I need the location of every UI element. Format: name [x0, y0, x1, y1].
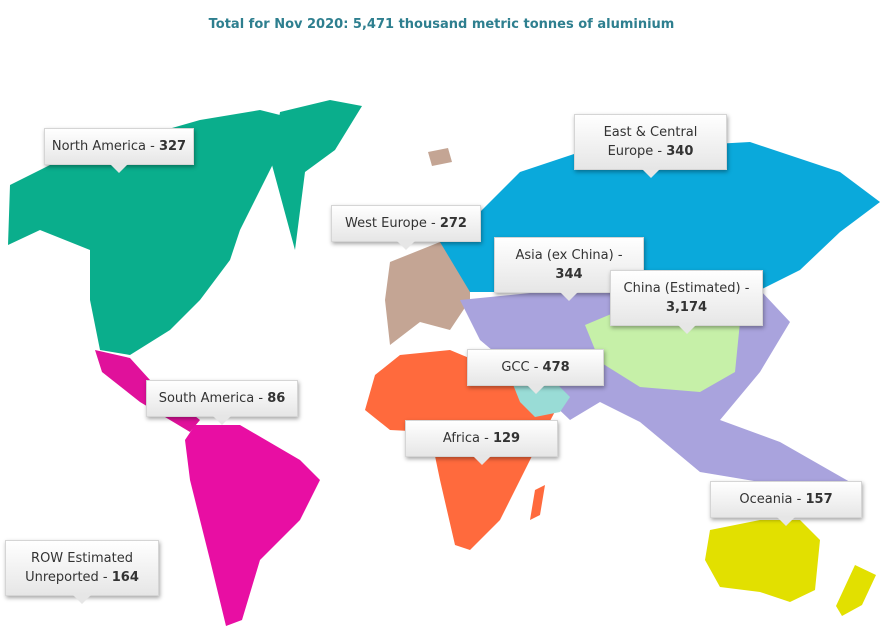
region-name: Oceania: [739, 492, 793, 507]
madagascar: [530, 485, 545, 520]
region-name: China (Estimated): [623, 281, 741, 296]
region-value: 344: [555, 267, 583, 282]
region-callout: East & Central Europe - 340: [574, 114, 727, 178]
region-callout: West Europe - 272: [331, 205, 481, 250]
separator: -: [613, 248, 623, 263]
separator: -: [529, 360, 543, 375]
separator: -: [740, 281, 750, 296]
region-callout: North America - 327: [44, 128, 194, 173]
west-europe: [385, 242, 470, 345]
region-name: South America: [158, 391, 255, 406]
north-america: [8, 110, 300, 355]
region-value: 3,174: [665, 300, 708, 315]
iceland: [428, 148, 452, 166]
region-value: 164: [111, 570, 139, 585]
region-name: Africa: [442, 431, 480, 446]
region-name: West Europe: [345, 216, 427, 231]
region-name: GCC: [501, 360, 530, 375]
region-callout: Africa - 129: [405, 420, 558, 465]
region-callout: GCC - 478: [467, 349, 604, 394]
separator: -: [98, 570, 112, 585]
new-zealand: [836, 565, 876, 616]
map-title: Total for Nov 2020: 5,471 thousand metri…: [208, 17, 675, 32]
region-name: Asia (ex China): [515, 248, 614, 263]
region-callout: Oceania - 157: [710, 481, 862, 526]
region-value: 340: [666, 144, 694, 159]
separator: -: [479, 431, 493, 446]
region-name: ROW Estimated Unreported: [25, 551, 133, 585]
south-america: [185, 425, 320, 626]
region-name: East & Central Europe: [603, 125, 698, 159]
region-callout: China (Estimated) - 3,174: [610, 270, 763, 334]
region-value: 327: [158, 139, 187, 154]
separator: -: [254, 391, 268, 406]
separator: -: [792, 492, 806, 507]
asia: [460, 287, 850, 492]
greenland: [272, 100, 362, 250]
australia: [705, 520, 820, 602]
region-value: 157: [805, 492, 833, 507]
region-value: 129: [492, 431, 521, 446]
region-value: 86: [267, 391, 286, 406]
separator: -: [146, 139, 159, 154]
separator: -: [653, 144, 667, 159]
region-name: North America: [51, 139, 146, 154]
region-value: 478: [542, 360, 570, 375]
region-callout: ROW Estimated Unreported - 164: [5, 540, 159, 604]
region-callout: South America - 86: [146, 380, 298, 425]
region-value: 272: [439, 216, 467, 231]
separator: -: [426, 216, 440, 231]
